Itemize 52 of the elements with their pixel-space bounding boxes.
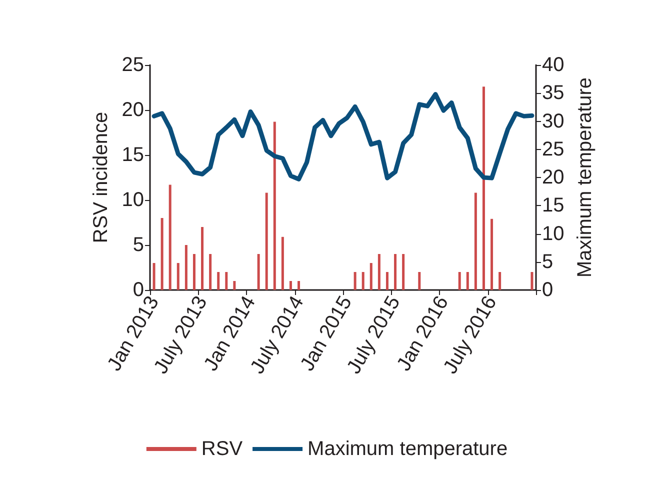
- y2-axis-title: Maximum temperature: [574, 77, 596, 278]
- bar: [152, 263, 156, 290]
- y2-tick-label: 15: [542, 194, 564, 217]
- y2-tick-label: 10: [542, 222, 564, 245]
- bar: [265, 192, 268, 290]
- bar: [273, 122, 276, 290]
- legend-label: Maximum temperature: [308, 438, 508, 460]
- bar: [298, 281, 300, 290]
- y-tick-label: 5: [132, 234, 144, 256]
- bar: [176, 263, 180, 290]
- y-tick-label: 10: [122, 189, 144, 211]
- y-axis-title: RSV incidence: [90, 112, 112, 244]
- bar: [482, 86, 485, 290]
- bar: [184, 245, 188, 290]
- y2-tick-label: 5: [542, 250, 554, 273]
- bar: [530, 272, 534, 290]
- bar: [458, 272, 461, 290]
- y-tick-label: 25: [122, 54, 144, 76]
- bar: [257, 254, 260, 290]
- line-series: [152, 92, 534, 182]
- y2-tick-label: 40: [542, 54, 564, 76]
- bar: [370, 263, 372, 290]
- bar: [192, 254, 196, 290]
- y2-tick-label: 0: [542, 279, 554, 301]
- y-tick-label: 15: [122, 144, 144, 166]
- y2-tick-label: 20: [542, 166, 564, 188]
- bar: [354, 272, 356, 290]
- bar: [362, 272, 364, 290]
- y-tick-label: 20: [122, 99, 144, 121]
- bar: [498, 272, 502, 290]
- y2-tick-label: 35: [542, 82, 564, 104]
- bar: [394, 254, 397, 290]
- legend-label: RSV: [201, 438, 244, 460]
- bar: [201, 227, 204, 290]
- bar: [474, 192, 477, 290]
- bar: [386, 272, 388, 290]
- bar: [466, 272, 469, 290]
- y2-tick-label: 30: [542, 110, 564, 132]
- bar: [281, 236, 284, 290]
- bar: [402, 254, 405, 290]
- bar: [209, 254, 212, 290]
- bar: [490, 218, 494, 290]
- bar: [225, 272, 228, 290]
- bar: [378, 254, 380, 290]
- bar: [168, 184, 172, 290]
- bar: [233, 281, 236, 290]
- y2-tick-label: 25: [542, 138, 564, 160]
- y-tick-label: 0: [132, 279, 144, 301]
- bar: [217, 272, 220, 290]
- bar: [289, 281, 292, 290]
- bar: [160, 218, 164, 290]
- bar: [418, 272, 421, 290]
